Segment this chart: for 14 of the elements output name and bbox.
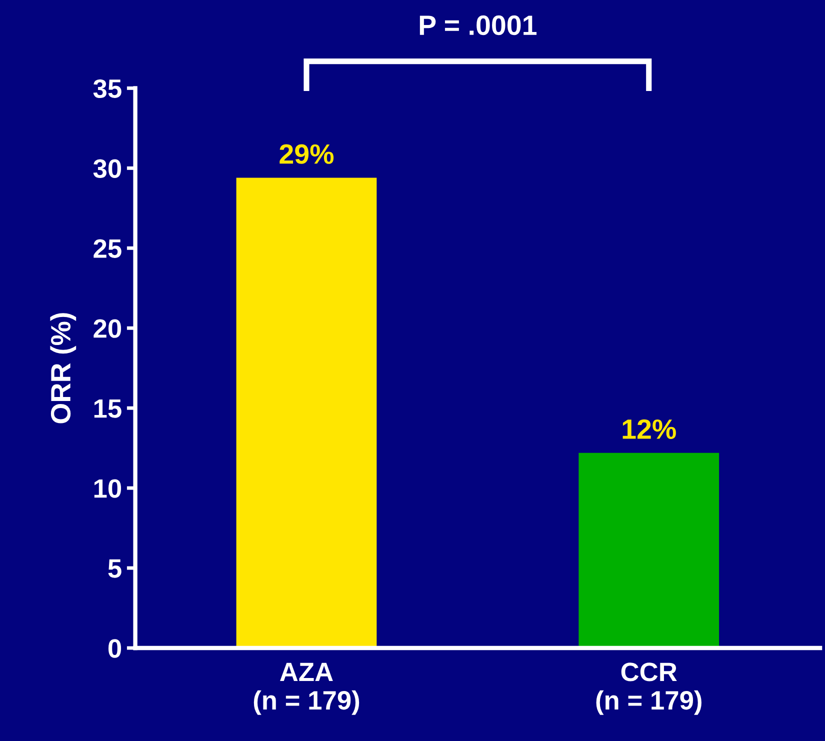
y-tick-label: 35 — [93, 79, 122, 98]
y-tick-label: 10 — [94, 479, 122, 498]
y-tick-label: 25 — [94, 239, 122, 258]
y-tick-label: 5 — [108, 559, 122, 578]
y-tick-label: 15 — [94, 399, 122, 418]
y-axis-title: ORR (%) — [50, 313, 76, 424]
data-label: 29% — [280, 144, 334, 164]
data-label: 12% — [622, 419, 676, 439]
y-tick-label: 0 — [108, 639, 122, 658]
x-tick-label: AZA (n = 179) — [254, 662, 360, 715]
x-tick-label: CCR (n = 179) — [596, 662, 702, 715]
text: P = .0001 — [420, 15, 537, 36]
y-tick-label: 30 — [93, 159, 122, 178]
y-tick-label: 20 — [94, 319, 122, 338]
